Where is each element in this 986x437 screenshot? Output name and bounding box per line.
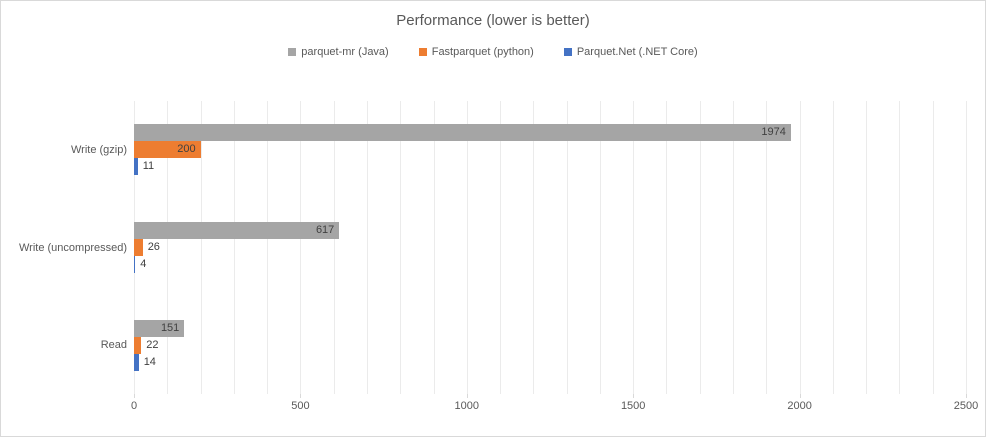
bar-value-label: 14 bbox=[143, 355, 156, 368]
bar-value-label: 151 bbox=[160, 321, 180, 334]
x-axis-tick-label: 1500 bbox=[620, 400, 646, 412]
gridline bbox=[433, 101, 435, 394]
bar-value-label: 617 bbox=[315, 224, 335, 236]
bar bbox=[134, 239, 143, 256]
bar bbox=[134, 124, 791, 142]
gridline bbox=[799, 101, 801, 394]
bar-value-label: 1974 bbox=[761, 126, 786, 139]
legend-label: Parquet.Net (.NET Core) bbox=[576, 46, 698, 58]
gridline bbox=[500, 101, 502, 394]
x-axis-tick-label: 2500 bbox=[953, 400, 979, 412]
gridline bbox=[899, 101, 901, 394]
gridline bbox=[533, 101, 535, 394]
category-axis-label: Write (uncompressed) bbox=[19, 241, 127, 254]
bar-value-label: 200 bbox=[177, 143, 196, 156]
legend-item: Fastparquet (python) bbox=[418, 46, 534, 58]
x-axis-tick-label: 2000 bbox=[787, 400, 812, 412]
legend-swatch-icon bbox=[288, 48, 297, 56]
x-axis-tick-label: 1000 bbox=[454, 400, 480, 412]
bar bbox=[134, 222, 340, 239]
x-axis-tick-label: 500 bbox=[291, 400, 310, 412]
gridline bbox=[400, 101, 402, 394]
gridline bbox=[267, 101, 269, 394]
bar-value-label: 4 bbox=[140, 258, 147, 270]
gridline bbox=[766, 101, 768, 394]
gridline bbox=[866, 101, 868, 394]
gridline bbox=[366, 101, 368, 394]
gridline bbox=[666, 101, 668, 394]
legend-item: Parquet.Net (.NET Core) bbox=[563, 46, 698, 58]
x-axis-tick-label: 0 bbox=[130, 400, 138, 412]
chart-legend: parquet-mr (Java) Fastparquet (python) Par… bbox=[1, 46, 985, 58]
category-axis-label: Read bbox=[100, 339, 127, 352]
x-axis-tick bbox=[300, 394, 302, 398]
x-axis-tick bbox=[134, 394, 135, 398]
gridline bbox=[599, 101, 601, 394]
gridline bbox=[733, 101, 735, 394]
x-axis-tick bbox=[966, 394, 967, 398]
legend-label: parquet-mr (Java) bbox=[301, 46, 389, 58]
bar-value-label: 11 bbox=[142, 160, 155, 173]
x-axis-tick bbox=[466, 394, 468, 398]
gridline bbox=[932, 101, 934, 394]
plot-area: 1974 200 11 Write (gzip) 617 26 4 Write (uncomp… bbox=[19, 101, 978, 412]
gridline bbox=[966, 101, 967, 394]
bar-value-label: 26 bbox=[147, 241, 160, 253]
legend-swatch-icon bbox=[418, 48, 427, 56]
bar bbox=[134, 256, 136, 273]
legend-label: Fastparquet (python) bbox=[431, 46, 534, 58]
x-axis-tick bbox=[799, 394, 801, 398]
bar bbox=[134, 336, 142, 354]
chart-title: Performance (lower is better) bbox=[396, 12, 590, 29]
gridline bbox=[466, 101, 468, 394]
gridline bbox=[832, 101, 834, 394]
gridline bbox=[233, 101, 235, 394]
legend-item: parquet-mr (Java) bbox=[288, 46, 389, 58]
gridline bbox=[566, 101, 568, 394]
x-axis-tick bbox=[633, 394, 635, 398]
gridline bbox=[333, 101, 335, 394]
legend-swatch-icon bbox=[563, 48, 572, 56]
bar bbox=[134, 141, 201, 159]
gridline bbox=[699, 101, 701, 394]
bar bbox=[134, 319, 185, 337]
bar bbox=[134, 158, 138, 176]
category-axis-label: Write (gzip) bbox=[70, 143, 127, 156]
gridline bbox=[200, 101, 202, 394]
bar bbox=[134, 353, 139, 371]
gridline bbox=[300, 101, 302, 394]
gridline bbox=[167, 101, 169, 394]
gridline bbox=[633, 101, 635, 394]
bar-value-label: 22 bbox=[146, 338, 159, 351]
